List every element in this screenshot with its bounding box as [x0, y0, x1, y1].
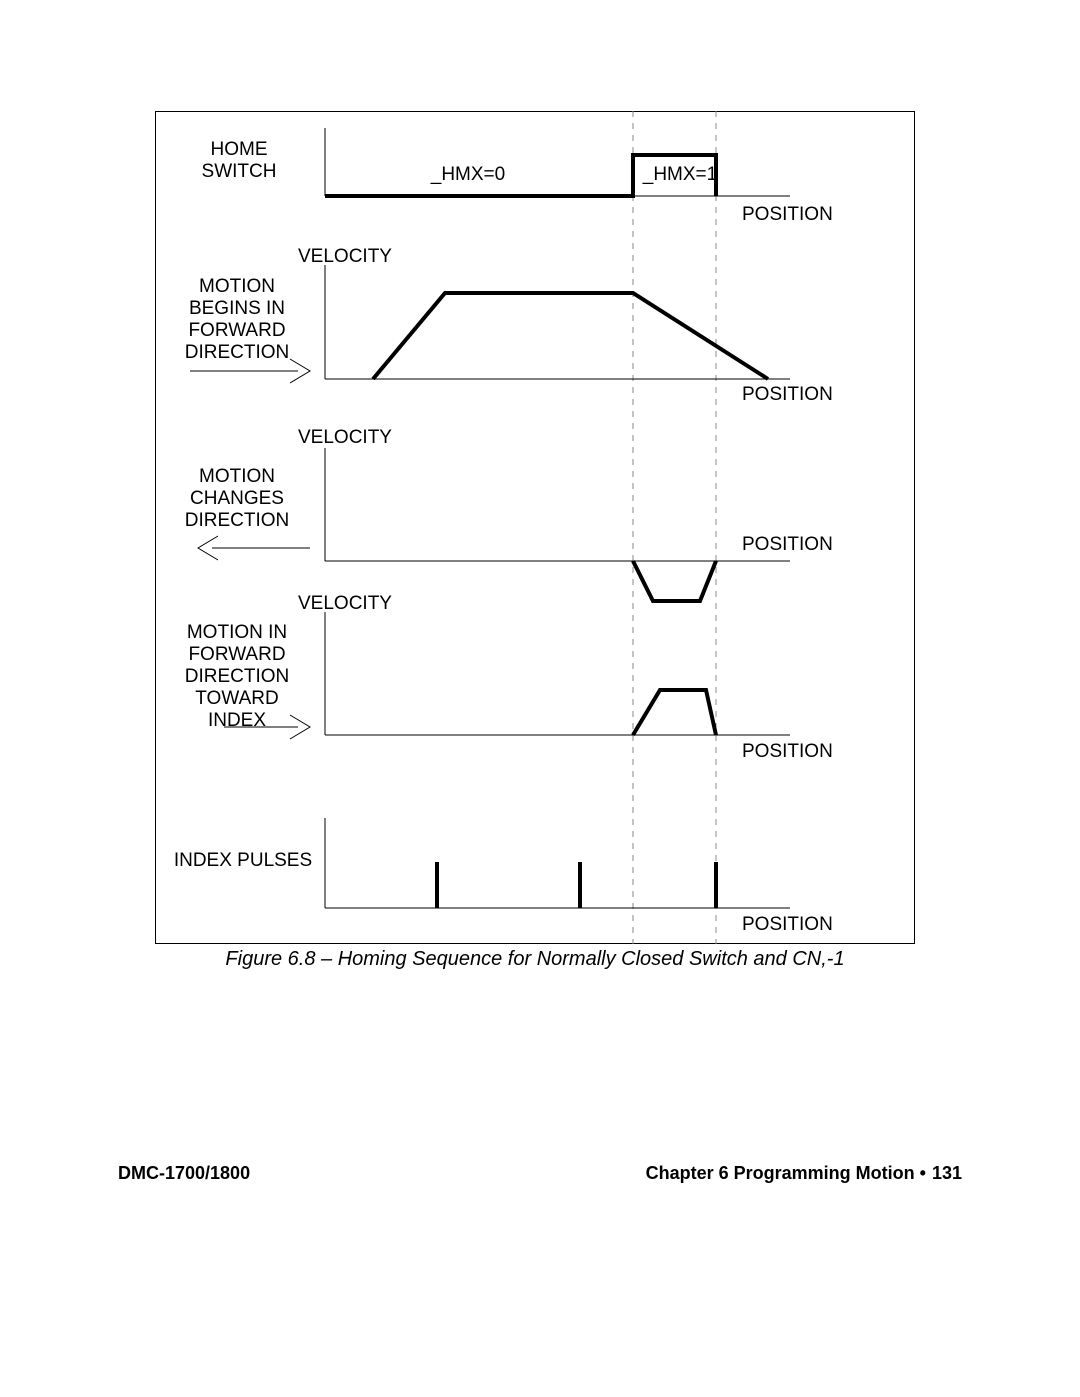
panel-toward-index: VELOCITY MOTION IN FORWARD DIRECTION TOW…	[185, 593, 833, 762]
rv-desc-3: DIRECTION	[185, 510, 290, 531]
hmx0-label: _HMX=0	[430, 164, 505, 185]
panel-reverse: VELOCITY MOTION CHANGES DIRECTION POSITI…	[185, 427, 833, 601]
ti-desc-2: FORWARD	[188, 644, 285, 665]
hs-position-label: POSITION	[742, 204, 833, 225]
rv-position-label: POSITION	[742, 534, 833, 555]
ti-desc-3: DIRECTION	[185, 666, 290, 687]
caption-text: Figure 6.8 – Homing Sequence for Normall…	[225, 948, 844, 970]
diagram-svg: HOME SWITCH _HMX=0 _HMX=1 POSITION VELOC…	[0, 0, 1080, 1397]
footer-page-num: 131	[932, 1163, 962, 1183]
ti-desc-4: TOWARD	[195, 688, 278, 709]
fw-trapezoid	[373, 293, 768, 379]
ti-trapezoid	[633, 690, 716, 735]
footer-right: Chapter 6 Programming Motion • 131	[646, 1163, 962, 1184]
ti-position-label: POSITION	[742, 741, 833, 762]
page: HOME SWITCH _HMX=0 _HMX=1 POSITION VELOC…	[0, 0, 1080, 1397]
rv-trapezoid	[633, 561, 716, 601]
ip-label: INDEX PULSES	[174, 850, 312, 871]
rv-velocity-label: VELOCITY	[298, 427, 392, 448]
rv-desc-2: CHANGES	[190, 488, 284, 509]
hmx1-label: _HMX=1	[642, 164, 717, 185]
footer-right-prefix: Chapter 6 Programming Motion	[646, 1163, 920, 1183]
ti-desc-5: INDEX	[208, 710, 266, 731]
fw-desc-2: BEGINS IN	[189, 298, 285, 319]
fw-desc-4: DIRECTION	[185, 342, 290, 363]
footer-bullet: •	[920, 1163, 926, 1183]
rv-desc-1: MOTION	[199, 466, 275, 487]
home-switch-label-1: HOME	[211, 139, 268, 160]
panel-home-switch: HOME SWITCH _HMX=0 _HMX=1 POSITION	[202, 128, 833, 225]
panel-index-pulses: INDEX PULSES POSITION	[174, 818, 833, 935]
figure-caption: Figure 6.8 – Homing Sequence for Normall…	[155, 948, 915, 971]
fw-desc-3: FORWARD	[188, 320, 285, 341]
ip-position-label: POSITION	[742, 914, 833, 935]
ti-velocity-label: VELOCITY	[298, 593, 392, 614]
fw-velocity-label: VELOCITY	[298, 246, 392, 267]
home-switch-label-2: SWITCH	[202, 161, 277, 182]
panel-forward: VELOCITY MOTION BEGINS IN FORWARD DIRECT…	[185, 246, 833, 405]
fw-position-label: POSITION	[742, 384, 833, 405]
footer-left-text: DMC-1700/1800	[118, 1163, 250, 1183]
footer-left: DMC-1700/1800	[118, 1163, 250, 1184]
ti-desc-1: MOTION IN	[187, 622, 287, 643]
fw-desc-1: MOTION	[199, 276, 275, 297]
